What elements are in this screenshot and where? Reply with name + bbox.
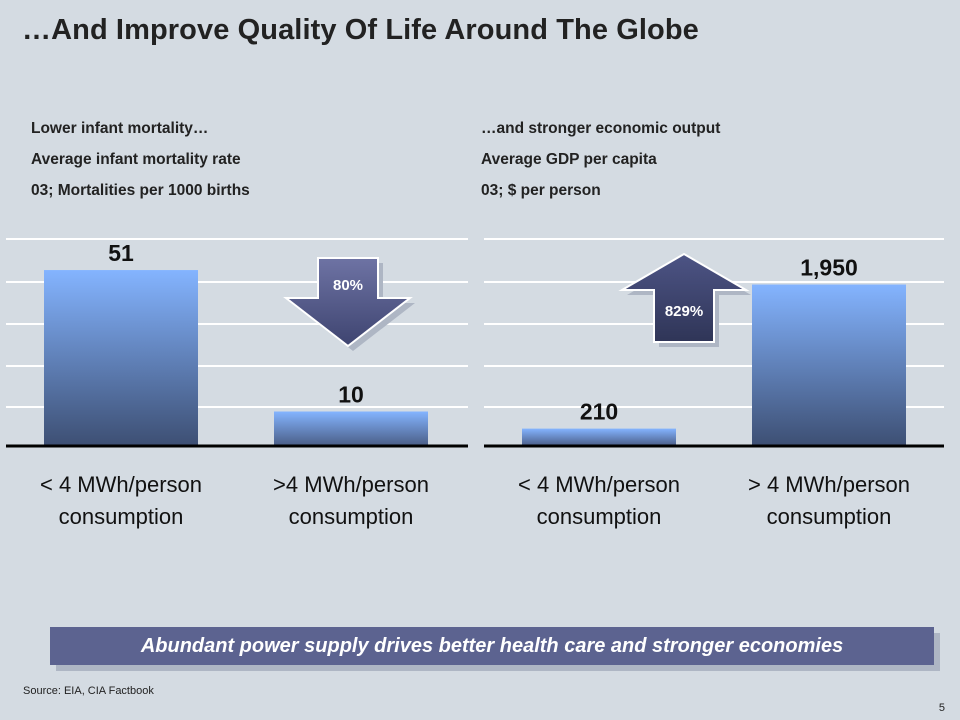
left-subtitle-line-2: Average infant mortality rate: [31, 151, 241, 168]
right-category-1-line-2: consumption: [537, 504, 662, 529]
right-change-arrow-icon: [618, 252, 750, 343]
left-chart-subtitle: Lower infant mortality… Average infant m…: [31, 113, 250, 206]
left-bar-1: [44, 270, 198, 446]
left-bar-1-value-label: 51: [108, 240, 134, 266]
page-number: 5: [938, 702, 945, 714]
right-subtitle-line-2: Average GDP per capita: [481, 151, 657, 168]
page-title: …And Improve Quality Of Life Around The …: [22, 14, 699, 46]
right-category-1-line-1: < 4 MWh/person: [518, 472, 680, 497]
right-bar-2: [752, 284, 906, 446]
right-bar-1-value-label: 210: [580, 399, 618, 425]
right-category-2-line-1: > 4 MWh/person: [748, 472, 910, 497]
left-category-1-line-2: consumption: [59, 504, 184, 529]
right-change-label: 829%: [665, 303, 703, 320]
right-subtitle-line-3: 03; $ per person: [481, 182, 601, 199]
left-change-label: 80%: [333, 277, 363, 294]
right-bar-1: [522, 428, 676, 446]
right-chart-subtitle: …and stronger economic output Average GD…: [481, 113, 720, 206]
right-subtitle-line-1: …and stronger economic output: [481, 120, 721, 137]
right-category-2-line-2: consumption: [767, 504, 892, 529]
left-category-2-line-2: consumption: [289, 504, 414, 529]
conclusion-banner: Abundant power supply drives better heal…: [50, 627, 934, 665]
left-subtitle-line-3: 03; Mortalities per 1000 births: [31, 182, 250, 199]
right-bar-2-value-label: 1,950: [800, 255, 858, 281]
left-category-2-line-1: >4 MWh/person: [273, 472, 429, 497]
left-bar-2-value-label: 10: [338, 382, 364, 408]
source-note: Source: EIA, CIA Factbook: [23, 685, 154, 697]
left-category-1-line-1: < 4 MWh/person: [40, 472, 202, 497]
left-subtitle-line-1: Lower infant mortality…: [31, 120, 209, 137]
left-bar-2: [274, 411, 428, 446]
left-change-arrow-icon: [283, 257, 413, 348]
